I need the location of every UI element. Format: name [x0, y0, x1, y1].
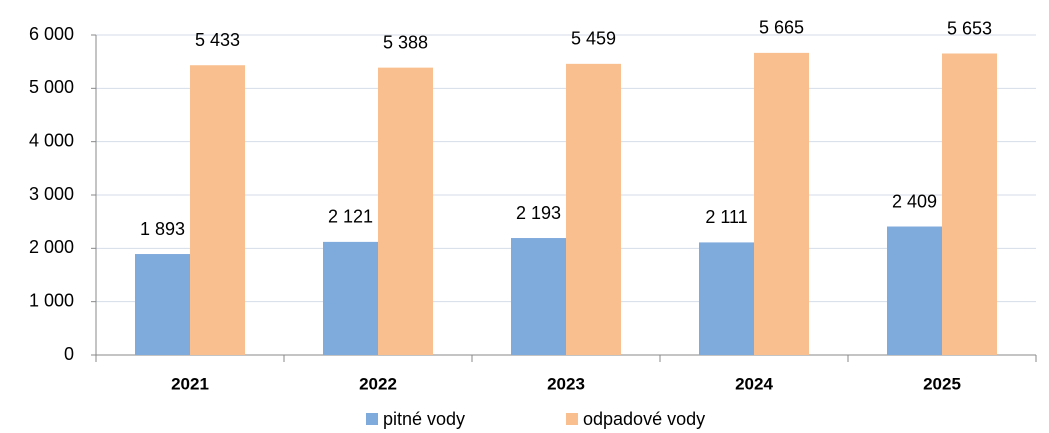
bar — [566, 63, 621, 355]
data-label: 5 653 — [947, 18, 992, 38]
data-label: 5 388 — [383, 32, 428, 52]
legend-swatch — [566, 413, 578, 425]
legend-label: pitné vody — [383, 409, 465, 429]
legend-swatch — [366, 413, 378, 425]
legend-label: odpadové vody — [583, 409, 705, 429]
data-label: 5 433 — [195, 30, 240, 50]
y-tick-label: 0 — [64, 344, 74, 364]
data-label: 2 409 — [892, 191, 937, 211]
x-tick-label: 2023 — [547, 374, 585, 393]
bar — [887, 226, 942, 355]
y-tick-label: 6 000 — [29, 24, 74, 44]
bar — [190, 65, 245, 356]
bar — [754, 52, 809, 355]
bar — [699, 242, 754, 355]
data-label: 2 111 — [705, 207, 747, 227]
data-label: 5 459 — [571, 29, 616, 49]
data-label: 5 665 — [759, 18, 804, 38]
bar — [942, 53, 997, 356]
data-label: 1 893 — [140, 219, 185, 239]
x-tick-label: 2024 — [735, 374, 773, 393]
x-tick-label: 2021 — [171, 374, 209, 393]
x-tick-label: 2022 — [359, 374, 397, 393]
bar — [378, 67, 433, 355]
bar — [511, 238, 566, 355]
bar — [323, 241, 378, 355]
data-label: 2 121 — [328, 207, 373, 227]
y-tick-label: 3 000 — [29, 184, 74, 204]
x-tick-label: 2025 — [923, 374, 961, 393]
y-tick-label: 4 000 — [29, 130, 74, 150]
y-tick-label: 2 000 — [29, 237, 74, 257]
y-tick-label: 5 000 — [29, 77, 74, 97]
y-tick-label: 1 000 — [29, 290, 74, 310]
data-label: 2 193 — [516, 203, 561, 223]
bar — [135, 254, 190, 355]
